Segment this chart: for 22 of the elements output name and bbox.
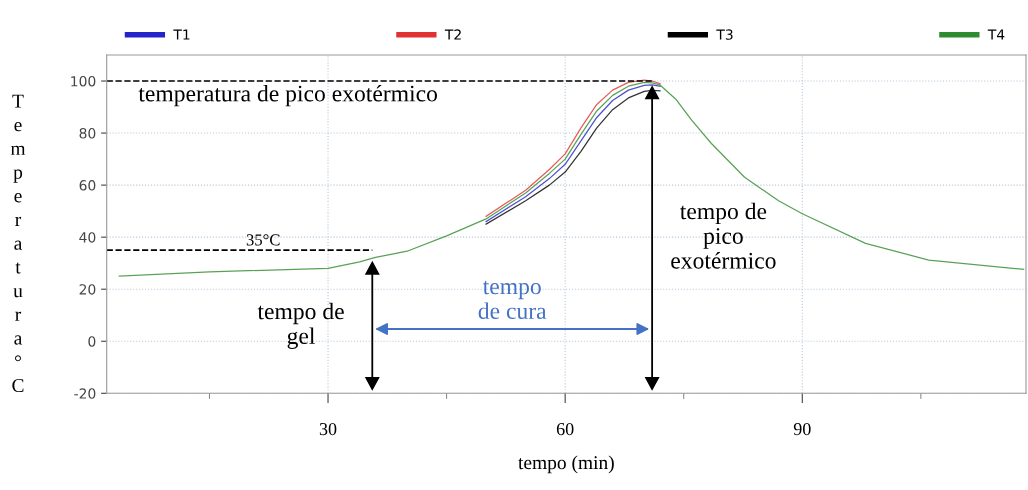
ref-line-label: temperatura de pico exotérmico bbox=[138, 84, 438, 107]
y-tick-label: 0 bbox=[88, 336, 96, 347]
y-tick-label: 60 bbox=[79, 180, 96, 191]
y-tick-label: 80 bbox=[79, 128, 96, 139]
line-series bbox=[118, 81, 1025, 277]
x-tick-label: 60 bbox=[556, 422, 574, 436]
y-tick-label: -20 bbox=[74, 388, 96, 399]
x-axis-title: tempo (min) bbox=[518, 455, 614, 474]
ref-line-label: tempo de gel bbox=[257, 302, 344, 349]
text: Temperatura°C bbox=[10, 94, 26, 393]
annotation: tempo de cura bbox=[478, 280, 547, 320]
ref-line-label: tempo de pico exotérmico bbox=[671, 202, 776, 269]
legend-label: T1 bbox=[173, 29, 190, 40]
legend-label: T4 bbox=[987, 29, 1005, 40]
x-tick-label: 90 bbox=[793, 422, 811, 436]
y-tick-label: 100 bbox=[71, 75, 96, 87]
legend-label: T2 bbox=[444, 29, 461, 40]
legend-label: T3 bbox=[716, 29, 733, 40]
ref-line-label: 35°C bbox=[246, 234, 280, 246]
x-tick-label: 30 bbox=[319, 422, 337, 436]
y-tick-label: 40 bbox=[79, 232, 96, 243]
y-tick-label: 20 bbox=[79, 284, 96, 295]
